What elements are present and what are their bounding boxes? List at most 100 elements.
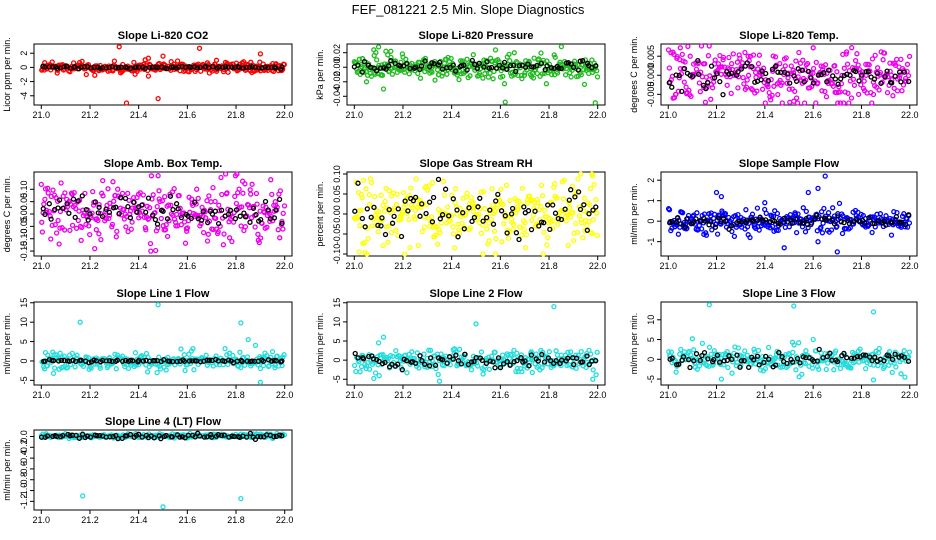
data-point-yellow: [498, 186, 504, 193]
data-point-magenta: [45, 190, 51, 196]
data-point-black: [525, 208, 532, 214]
data-point-cyan: [708, 351, 714, 357]
data-point-yellow: [481, 188, 487, 195]
data-point-black: [243, 434, 250, 440]
panel-8: Slope Line 2 Flow 21.0 21.2 21.4 21.6 21.8 22.…: [315, 288, 606, 400]
data-point-yellow: [594, 232, 601, 239]
data-point-magenta: [148, 248, 154, 254]
data-point-magenta: [765, 84, 771, 90]
data-point-magenta: [155, 173, 161, 179]
data-point-black: [412, 360, 419, 366]
data-point-black: [75, 198, 81, 204]
data-point-black: [78, 357, 84, 363]
data-point-black: [48, 216, 54, 222]
data-point-yellow: [393, 201, 400, 208]
data-point-magenta: [743, 84, 750, 91]
data-point-black: [247, 64, 253, 70]
data-point-black: [255, 433, 261, 440]
data-point-magenta: [165, 202, 172, 208]
data-point-black: [586, 211, 592, 217]
data-point-yellow: [387, 209, 393, 215]
data-point-yellow: [411, 213, 417, 220]
data-point-cyan: [889, 369, 895, 376]
y-tick-label: 0.000: [646, 64, 656, 87]
data-point-yellow: [381, 208, 388, 214]
data-point-cyan: [514, 350, 520, 356]
data-point-black: [516, 236, 522, 243]
data-point-green: [467, 73, 473, 79]
data-point-yellow: [489, 186, 495, 192]
data-point-black: [863, 69, 869, 75]
y-tick-label: 5: [332, 339, 342, 344]
data-point-blue: [763, 210, 769, 217]
data-point-blue: [901, 211, 907, 217]
data-point-magenta: [154, 203, 160, 210]
data-point-black: [749, 63, 755, 70]
data-point-black: [383, 66, 389, 72]
data-point-black: [359, 215, 366, 222]
data-point-black: [545, 202, 551, 208]
data-point-cyan: [427, 347, 434, 354]
data-point-yellow: [573, 189, 580, 195]
data-point-black: [471, 214, 478, 221]
y-axis-label: ml/min per min.: [2, 313, 12, 375]
x-tick-label: 21.0: [33, 261, 51, 271]
data-point-yellow: [576, 204, 582, 210]
data-point-magenta: [145, 215, 152, 222]
data-point-magenta: [115, 186, 121, 192]
data-point-black: [469, 218, 475, 225]
data-point-cyan: [875, 350, 882, 356]
data-point-cyan: [77, 319, 83, 325]
data-point-magenta: [676, 75, 682, 81]
data-point-black: [779, 354, 785, 360]
data-point-cyan: [593, 372, 599, 378]
data-point-black: [734, 352, 740, 358]
data-point-magenta: [176, 192, 182, 199]
data-point-yellow: [554, 195, 560, 201]
data-point-black: [50, 64, 56, 70]
data-point-black: [209, 211, 216, 217]
data-point-green: [400, 54, 406, 60]
data-point-black: [803, 216, 809, 222]
data-point-cyan: [809, 365, 816, 371]
data-point-yellow: [440, 178, 447, 184]
data-point-magenta: [829, 80, 835, 87]
data-point-magenta: [140, 192, 146, 198]
data-point-black: [835, 81, 841, 87]
data-point-cyan: [802, 360, 808, 366]
points-group: [39, 302, 287, 385]
data-point-cyan: [799, 371, 805, 377]
data-point-magenta: [277, 188, 284, 194]
data-point-black: [419, 357, 425, 364]
data-point-black: [110, 433, 116, 440]
data-point-cyan: [272, 362, 279, 368]
data-point-black: [881, 358, 887, 364]
data-point-blue: [805, 224, 811, 231]
data-point-black: [60, 432, 66, 439]
data-point-yellow: [499, 239, 505, 245]
data-point-yellow: [503, 182, 510, 188]
data-point-red: [54, 70, 60, 76]
data-point-black: [800, 220, 806, 226]
data-point-magenta: [750, 52, 757, 58]
data-point-yellow: [519, 185, 526, 192]
data-point-black: [754, 353, 761, 359]
data-point-black: [558, 65, 564, 72]
data-point-green: [502, 99, 508, 105]
data-point-yellow: [424, 187, 431, 193]
data-point-black: [215, 220, 222, 227]
data-point-black: [898, 79, 904, 85]
data-point-cyan: [155, 302, 161, 308]
data-point-magenta: [215, 228, 221, 235]
data-point-cyan: [905, 354, 912, 360]
data-point-magenta: [106, 212, 113, 219]
data-point-black: [79, 193, 85, 199]
data-point-black: [63, 63, 70, 69]
data-point-black: [814, 212, 820, 218]
x-tick-label: 21.8: [853, 110, 871, 120]
data-point-black: [539, 351, 545, 358]
data-point-magenta: [260, 203, 266, 209]
data-point-black: [738, 66, 745, 72]
data-point-green: [417, 75, 424, 81]
x-tick-label: 21.2: [81, 261, 99, 271]
